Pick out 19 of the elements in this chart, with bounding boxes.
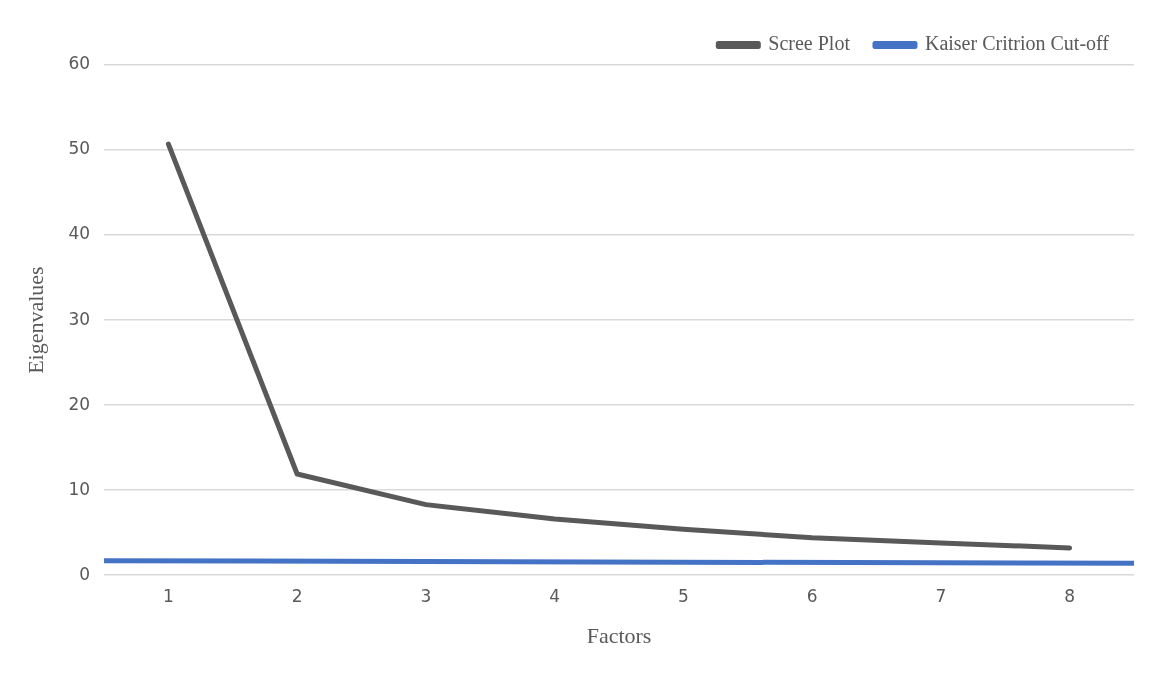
x-tick-label: 6 — [806, 585, 818, 606]
x-tick-label: 5 — [677, 585, 689, 606]
x-tick-label: 4 — [549, 585, 561, 606]
y-tick-label: 10 — [68, 478, 91, 499]
x-axis-title: Factors — [586, 622, 652, 648]
x-tick-label: 7 — [935, 585, 947, 606]
x-tick-label: 1 — [162, 585, 174, 606]
y-tick-label: 40 — [68, 223, 91, 244]
x-tick-label: 2 — [291, 585, 303, 606]
x-tick-label: 8 — [1064, 585, 1076, 606]
x-tick-label: 3 — [420, 585, 432, 606]
y-tick-label: 30 — [68, 308, 91, 329]
y-tick-label: 20 — [68, 393, 91, 414]
y-tick-label: 0 — [79, 563, 91, 584]
y-tick-label: 50 — [68, 138, 91, 159]
legend-label: Scree Plot — [768, 32, 851, 55]
y-tick-label: 60 — [68, 53, 91, 74]
legend-label: Kaiser Critrion Cut-off — [924, 32, 1110, 55]
y-axis-title: Eigenvalues — [22, 266, 48, 374]
